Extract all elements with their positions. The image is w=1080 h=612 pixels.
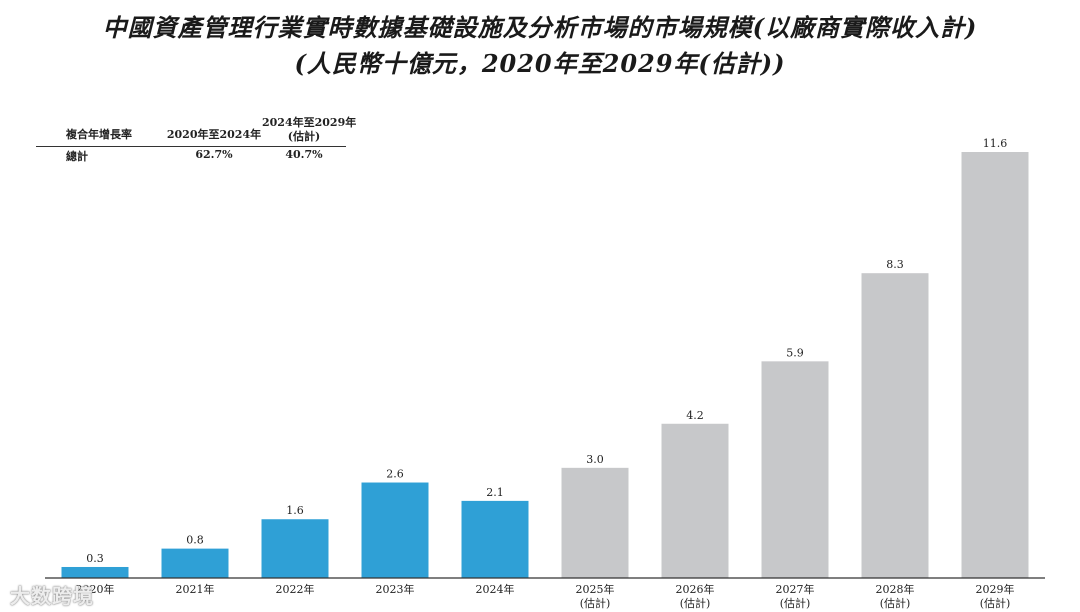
data-label: 2.1 [486, 486, 504, 499]
bar [661, 423, 729, 578]
x-tick-label: 2021年 [176, 582, 215, 596]
cagr-header-period1: 2020年至2024年 [166, 128, 262, 141]
data-label: 8.3 [886, 258, 904, 271]
cagr-table-row: 總計 62.7% 40.7% [36, 148, 346, 164]
cagr-header-period2-note: (估計) [287, 130, 321, 143]
bar [461, 500, 529, 578]
x-tick-sublabel: (估計) [980, 596, 1011, 610]
x-tick-sublabel: (估計) [580, 596, 611, 610]
bar [561, 467, 629, 578]
x-tick-label: 2023年 [376, 582, 415, 596]
chart-title: 中國資產管理行業實時數據基礎設施及分析市場的市場規模(以廠商實際收入計) [102, 13, 978, 42]
chart-subtitle: (人民幣十億元，2020年至2029年(估計)) [294, 49, 786, 78]
cagr-table-header: 複合年增長率 2020年至2024年 2024年至2029年 (估計) [36, 112, 357, 147]
x-tick-label: 2027年 [776, 582, 815, 596]
bar [161, 548, 229, 578]
x-tick-label: 2024年 [476, 582, 515, 596]
cagr-row-label: 總計 [66, 150, 88, 163]
bar [961, 152, 1029, 578]
data-label: 0.3 [86, 552, 104, 565]
bar [61, 566, 129, 578]
data-label: 11.6 [983, 137, 1008, 150]
bar [261, 519, 329, 578]
cagr-header-label: 複合年增長率 [66, 128, 132, 141]
cagr-header-period2: 2024年至2029年 [262, 116, 357, 129]
cagr-row-value1: 62.7% [195, 148, 233, 161]
cagr-row-value2: 40.7% [285, 148, 323, 161]
data-label: 1.6 [286, 504, 304, 517]
data-label: 3.0 [586, 453, 604, 466]
x-tick-label: 2029年 [976, 582, 1015, 596]
x-tick-sublabel: (估計) [880, 596, 911, 610]
x-tick-label: 2026年 [676, 582, 715, 596]
bar [761, 361, 829, 578]
x-tick-label: 2020年 [76, 582, 115, 596]
x-tick-sublabel: (估計) [780, 596, 811, 610]
data-label: 2.6 [386, 468, 404, 481]
x-tick-label: 2022年 [276, 582, 315, 596]
data-label: 0.8 [186, 534, 204, 547]
bar [861, 273, 929, 578]
data-label: 5.9 [786, 346, 804, 359]
data-label: 4.2 [686, 409, 704, 422]
bar [361, 482, 429, 578]
x-tick-sublabel: (估計) [680, 596, 711, 610]
x-tick-label: 2025年 [576, 582, 615, 596]
x-tick-label: 2028年 [876, 582, 915, 596]
watermark: 大数跨境 [10, 584, 94, 608]
